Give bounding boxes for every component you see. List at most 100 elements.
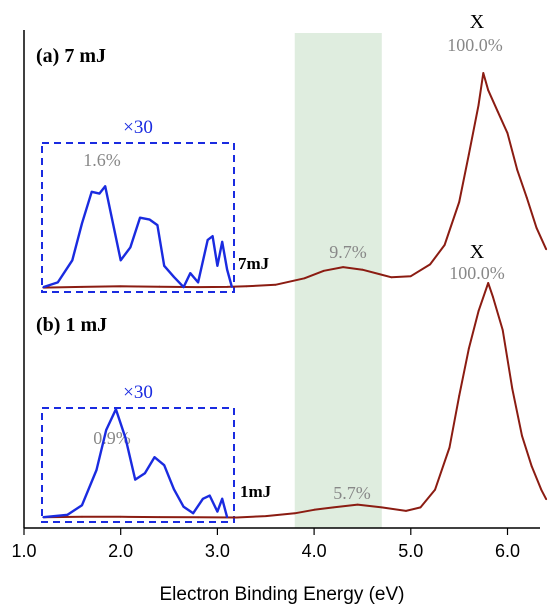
panel-a-main-data-point bbox=[197, 286, 200, 288]
panel-a-main-data-point bbox=[487, 89, 490, 92]
panel-b-inset-data-point bbox=[144, 472, 146, 475]
panel-b-main-data-point bbox=[434, 488, 436, 491]
panel-b-inset-data-point bbox=[153, 456, 156, 459]
panel-a-main-data-point bbox=[443, 244, 446, 246]
panel-b-main-data-point bbox=[313, 508, 315, 511]
panel-b-band-percent: 5.7% bbox=[333, 483, 371, 503]
x-ticks-group: 1.0 2.0 3.0 4.0 5.0 6.0 bbox=[11, 528, 520, 561]
panel-a-main-data-point bbox=[458, 201, 461, 203]
x-axis-label: Electron Binding Energy (eV) bbox=[159, 584, 404, 605]
panel-b-main-data-point bbox=[264, 515, 267, 517]
panel-b-main-data-point bbox=[380, 506, 383, 509]
panel-a-main-data-point bbox=[409, 275, 412, 278]
panel-a-series-group bbox=[42, 72, 548, 289]
panel-a-main-data-point bbox=[158, 285, 161, 288]
panel-b-inset-data-point bbox=[182, 505, 185, 508]
panel-b-main-data-point bbox=[521, 434, 523, 437]
panel-a-inset-data-point bbox=[110, 213, 112, 215]
panel-b-inset-data-point bbox=[192, 512, 195, 515]
panel-a-main-data-point bbox=[477, 104, 480, 107]
panel-b-inset-data-point bbox=[208, 494, 211, 497]
panel-b: (b) 1 mJ ×30 1mJ X 100.0% 5.7% 0.9% bbox=[36, 241, 548, 523]
panel-b-main-data-point bbox=[501, 329, 504, 331]
x-tick-label: 4.0 bbox=[302, 541, 327, 561]
panel-a-main-data-point bbox=[535, 226, 538, 229]
panel-a-inset-data-point bbox=[182, 286, 185, 288]
panel-a-main-data-point bbox=[274, 283, 277, 286]
panel-b-main-data-point bbox=[119, 515, 122, 518]
panel-a-peak-percent: 100.0% bbox=[447, 35, 503, 55]
panel-b-main-data-point bbox=[467, 347, 470, 350]
panel-b-inset-data-point bbox=[202, 497, 204, 500]
panel-a-main-data-point bbox=[525, 196, 528, 199]
panel-a-main-data-point bbox=[429, 263, 431, 266]
panel-a-main-data-point bbox=[467, 153, 470, 156]
panel-b-main-data-point bbox=[540, 488, 543, 491]
panel-a-main-data-point bbox=[119, 285, 122, 288]
x-tick-label: 2.0 bbox=[108, 541, 133, 561]
panel-a-inset-percent: 1.6% bbox=[83, 150, 121, 170]
panel-b-main-data-point bbox=[530, 465, 533, 468]
panel-b-main-data-point bbox=[419, 506, 422, 509]
panel-a-inset-data-point bbox=[189, 272, 192, 275]
panel-b-main-series-line bbox=[43, 282, 548, 519]
panel-b-main-data-point bbox=[332, 506, 335, 509]
panel-b-main-data-point bbox=[356, 503, 359, 506]
panel-b-main-data-point bbox=[405, 510, 407, 512]
panel-a-main-data-point bbox=[516, 168, 519, 171]
panel-b-peak-percent: 100.0% bbox=[449, 263, 505, 283]
panel-a-inset-data-point bbox=[221, 240, 224, 243]
panel-a-inset-data-point bbox=[42, 286, 45, 288]
panel-a-inset-data-point bbox=[216, 264, 219, 267]
panel-a-inset-data-point bbox=[71, 259, 74, 262]
x-tick-label: 3.0 bbox=[205, 541, 230, 561]
panel-a-main-data-point bbox=[361, 268, 364, 271]
panel-a-label: (a) 7 mJ bbox=[36, 45, 106, 67]
panel-b-main-data-point bbox=[81, 515, 83, 518]
panel-a-main-data-point bbox=[482, 72, 485, 74]
panel-b-inset-box bbox=[41, 407, 235, 523]
panel-a-inset-data-point bbox=[56, 281, 59, 284]
panel-b-main-data-point bbox=[492, 296, 494, 298]
panel-b-peak-label: X bbox=[470, 241, 485, 263]
panel-a-inset-box bbox=[41, 142, 235, 293]
panel-b-inset-scale-label: ×30 bbox=[123, 382, 153, 403]
panel-b-series-group bbox=[42, 282, 548, 519]
shaded-band bbox=[294, 33, 382, 528]
panel-a: (a) 7 mJ ×30 7mJ X 100.0% 9.7% 1.6% bbox=[36, 11, 548, 293]
panel-a-main-data-point bbox=[226, 286, 229, 288]
panel-b-main-data-point bbox=[487, 282, 490, 284]
panel-a-inset-data-point bbox=[197, 281, 200, 284]
panel-b-main-data-point bbox=[545, 498, 548, 501]
panel-a-main-data-point bbox=[245, 285, 248, 288]
panel-a-band-percent: 9.7% bbox=[329, 242, 367, 262]
panel-a-main-data-point bbox=[390, 276, 393, 279]
panel-b-inset-data-point bbox=[105, 429, 108, 431]
panel-b-inset-data-point bbox=[216, 510, 219, 513]
panel-a-main-data-point bbox=[545, 248, 548, 251]
panel-a-inset-data-point bbox=[206, 239, 209, 241]
panel-b-main-data-point bbox=[458, 394, 461, 397]
panel-b-main-data-point bbox=[477, 310, 480, 313]
panel-a-inset-series-line bbox=[42, 185, 234, 289]
panel-a-inset-data-point bbox=[139, 216, 141, 219]
panel-b-inset-data-point bbox=[81, 504, 83, 507]
panel-b-inset-data-point bbox=[42, 516, 45, 519]
panel-b-main-data-point bbox=[197, 516, 200, 519]
x-tick-label: 6.0 bbox=[495, 541, 520, 561]
x-tick-label: 5.0 bbox=[398, 541, 423, 561]
panel-b-main-data-point bbox=[511, 387, 514, 390]
panel-b-inset-series-line bbox=[43, 408, 229, 519]
panel-a-inset-data-point bbox=[148, 218, 151, 221]
panel-a-main-data-point bbox=[81, 286, 83, 288]
panel-a-inset-data-point bbox=[104, 185, 107, 188]
panel-b-inset-data-point bbox=[163, 464, 166, 467]
panel-b-inset-data-point bbox=[124, 437, 127, 439]
panel-b-main-data-point bbox=[158, 516, 161, 518]
panel-a-main-data-point bbox=[322, 269, 325, 272]
panel-a-trace-label: 7mJ bbox=[238, 254, 270, 273]
panel-a-inset-data-point bbox=[156, 224, 159, 227]
panel-b-inset-data-point bbox=[173, 488, 175, 491]
panel-a-inset-data-point bbox=[98, 192, 101, 195]
panel-b-main-data-point bbox=[448, 446, 451, 449]
